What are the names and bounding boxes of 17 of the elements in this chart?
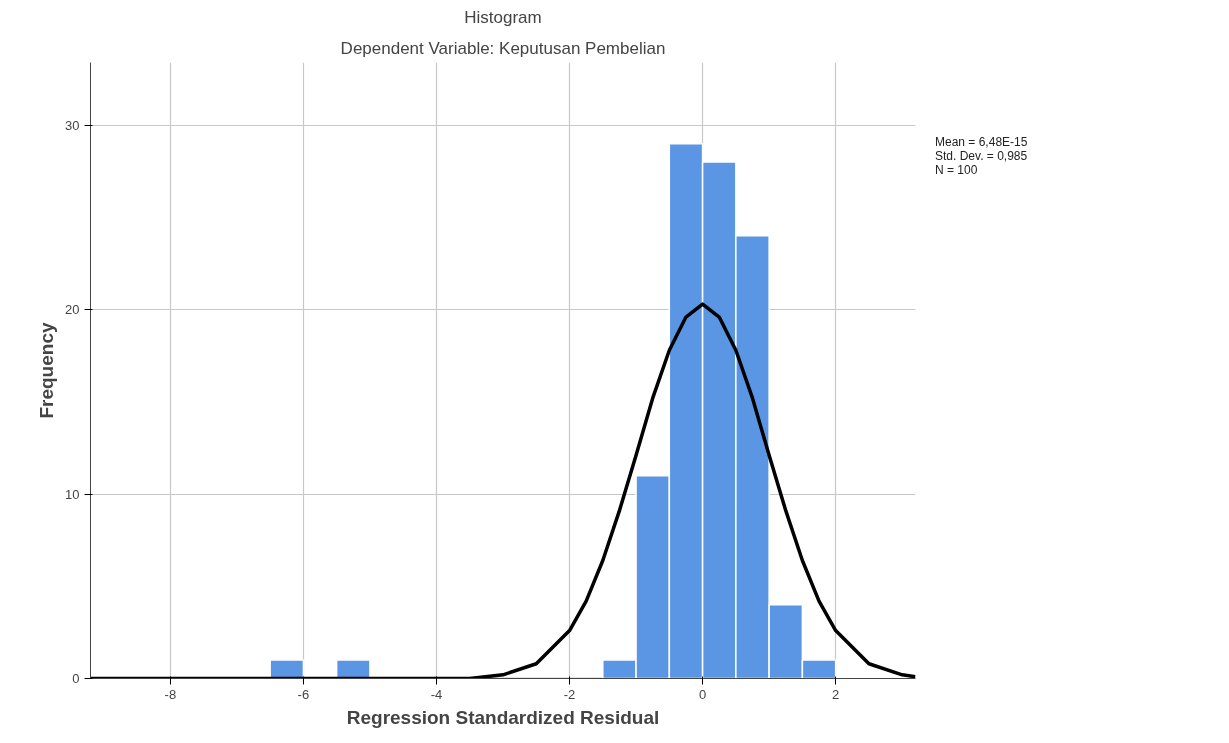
x-tick-label: -6 [297,686,310,702]
x-tick-label: 2 [832,686,840,702]
x-tick-label: -4 [430,686,443,702]
y-tick-label: 20 [65,302,80,318]
y-tick-label: 10 [65,486,80,502]
chart-subtitle: Dependent Variable: Keputusan Pembelian [340,38,666,58]
text: Std. Dev. = 0,985 [935,149,1028,163]
x-tick-label: 0 [698,686,707,702]
y-tick-label: 30 [65,117,80,133]
x-tick-label: -2 [563,686,576,702]
chart-title: Histogram [464,7,542,27]
x-axis-title: Regression Standardized Residual [346,706,660,728]
y-tick-label: 0 [72,671,80,686]
text: Mean = 6,48E-15 [935,135,1028,149]
y-axis-title: Frequency [36,322,58,419]
x-tick-label: -8 [164,686,177,702]
text: N = 100 [935,163,978,177]
